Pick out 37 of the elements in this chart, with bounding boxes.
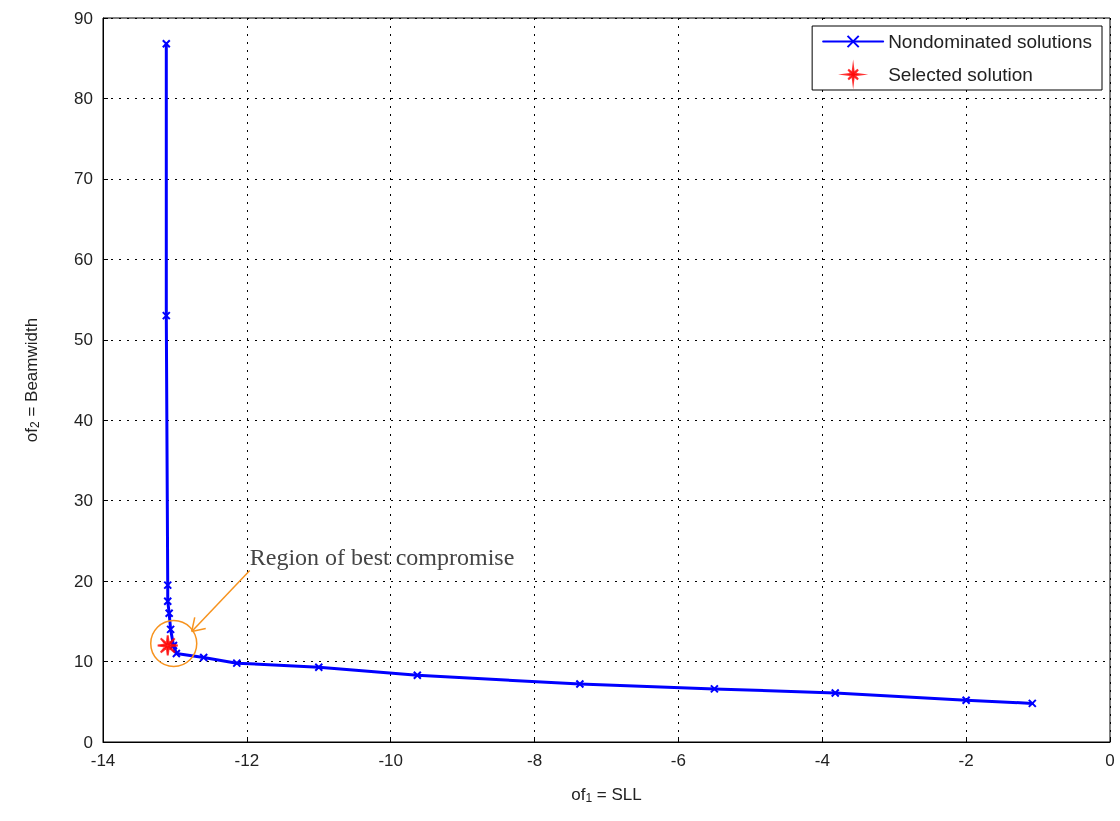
x-tick-label: -8: [527, 751, 543, 770]
x-tick-label: -2: [958, 751, 974, 770]
point: [709, 684, 719, 694]
x-tick-label: -10: [378, 751, 403, 770]
point: [161, 39, 171, 49]
legend-label: Nondominated solutions: [888, 31, 1093, 52]
point: [575, 679, 585, 689]
point: [1027, 698, 1037, 708]
y-tick-label: 60: [74, 249, 93, 269]
y-tick-label: 90: [74, 8, 93, 28]
y-tick-label: 30: [74, 491, 93, 511]
point: [412, 670, 422, 680]
x-tick-label: -14: [90, 751, 116, 770]
point: [163, 580, 173, 590]
point: [314, 662, 324, 672]
point: [163, 596, 173, 606]
y-tick-label: 80: [74, 88, 93, 108]
point: [961, 695, 971, 705]
y-tick-label: 50: [74, 330, 93, 350]
y-tick-label: 20: [74, 571, 93, 591]
point: [199, 653, 209, 663]
y-tick-label: 70: [74, 169, 93, 189]
annotation: Region of best compromise: [249, 544, 515, 571]
point: [166, 624, 176, 634]
y-tick-label: 0: [83, 732, 93, 752]
point: [830, 688, 840, 698]
y-axis-title: of2 = Beamwidth: [21, 317, 42, 443]
point: [161, 311, 171, 321]
legend-label: Selected solution: [888, 64, 1033, 85]
x-tick-label: -6: [670, 751, 686, 770]
x-tick-label: -4: [814, 751, 830, 770]
x-tick-label: 0: [1105, 751, 1115, 770]
point: [164, 608, 174, 618]
y-tick-label: 10: [74, 652, 93, 672]
point: [232, 658, 242, 668]
x-tick-label: -12: [234, 751, 260, 770]
y-tick-label: 40: [74, 410, 93, 430]
